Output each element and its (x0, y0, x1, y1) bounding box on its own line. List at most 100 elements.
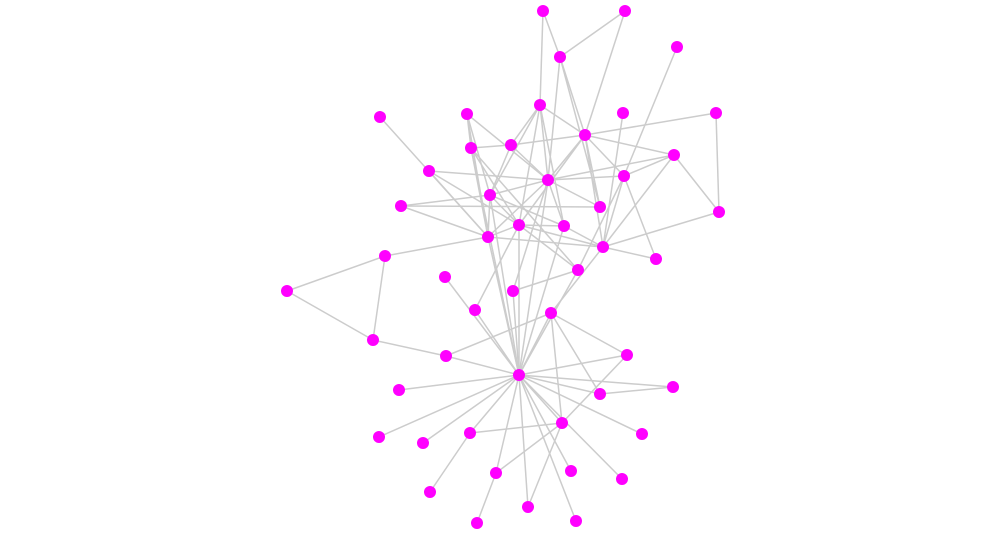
graph-edge (547, 56, 561, 181)
graph-edge (623, 175, 657, 260)
graph-edge (547, 154, 675, 181)
graph-node[interactable] (423, 165, 435, 177)
graph-edge (469, 374, 520, 434)
graph-node[interactable] (579, 129, 591, 141)
graph-node[interactable] (522, 501, 534, 513)
graph-edge (518, 374, 674, 388)
graph-node[interactable] (417, 437, 429, 449)
graph-edge (518, 374, 623, 480)
graph-edge (563, 225, 604, 248)
graph-edge (547, 179, 601, 208)
graph-node[interactable] (565, 465, 577, 477)
graph-node[interactable] (464, 427, 476, 439)
graph-edge (429, 432, 471, 493)
graph-node[interactable] (484, 189, 496, 201)
graph-node[interactable] (594, 201, 606, 213)
graph-edge (518, 374, 572, 472)
graph-node[interactable] (490, 467, 502, 479)
graph-edge (584, 134, 625, 177)
graph-node[interactable] (619, 5, 631, 17)
graph-edge (372, 339, 447, 357)
graph-edge (400, 205, 601, 208)
graph-edge (577, 175, 625, 271)
graph-node[interactable] (439, 271, 451, 283)
graph-node[interactable] (424, 486, 436, 498)
graph-edge (539, 104, 549, 181)
graph-edge (487, 179, 549, 238)
graph-node[interactable] (554, 51, 566, 63)
graph-node[interactable] (545, 307, 557, 319)
graph-node[interactable] (650, 253, 662, 265)
graph-node[interactable] (671, 41, 683, 53)
graph-node[interactable] (513, 219, 525, 231)
graph-node[interactable] (542, 174, 554, 186)
graph-node[interactable] (556, 417, 568, 429)
nodes-layer (281, 5, 725, 529)
graph-node[interactable] (616, 473, 628, 485)
graph-edge (422, 374, 520, 444)
graph-node[interactable] (594, 388, 606, 400)
graph-node[interactable] (482, 231, 494, 243)
graph-edge (599, 386, 674, 395)
graph-edge (539, 10, 544, 106)
graph-node[interactable] (395, 200, 407, 212)
graph-edge (518, 269, 579, 376)
graph-edge (286, 255, 386, 292)
graph-node[interactable] (374, 111, 386, 123)
graph-node[interactable] (713, 206, 725, 218)
graph-edge (584, 134, 604, 248)
graph-node[interactable] (558, 220, 570, 232)
graph-edge (559, 10, 626, 58)
graph-node[interactable] (281, 285, 293, 297)
graph-node[interactable] (440, 350, 452, 362)
graph-edge (476, 472, 497, 524)
graph-edge (512, 269, 579, 292)
graph-node[interactable] (572, 264, 584, 276)
graph-node[interactable] (507, 285, 519, 297)
graph-node[interactable] (617, 107, 629, 119)
graph-edge (602, 154, 675, 248)
graph-node[interactable] (621, 349, 633, 361)
graph-edge (489, 194, 520, 376)
graph-node[interactable] (668, 149, 680, 161)
graph-edge (428, 170, 520, 226)
graph-edge (602, 211, 720, 248)
graph-node[interactable] (465, 142, 477, 154)
graph-node[interactable] (393, 384, 405, 396)
graph-node[interactable] (570, 515, 582, 527)
graph-edge (428, 170, 489, 238)
graph-edge (584, 112, 717, 136)
graph-node[interactable] (471, 517, 483, 529)
graph-edge (489, 194, 520, 226)
graph-edge (495, 422, 563, 474)
graph-edge (539, 104, 586, 136)
graph-edge (445, 355, 520, 376)
graph-edge (623, 46, 678, 177)
graph-node[interactable] (597, 241, 609, 253)
graph-node[interactable] (505, 139, 517, 151)
graph-edge (286, 290, 374, 341)
graph-node[interactable] (379, 250, 391, 262)
graph-edge (673, 154, 720, 213)
graph-node[interactable] (667, 381, 679, 393)
graph-node[interactable] (469, 304, 481, 316)
graph-edge (518, 374, 601, 395)
graph-edge (602, 246, 657, 260)
graph-node[interactable] (636, 428, 648, 440)
graph-node[interactable] (537, 5, 549, 17)
graph-edge (400, 194, 491, 207)
graph-node[interactable] (513, 369, 525, 381)
graph-node[interactable] (461, 108, 473, 120)
graph-node[interactable] (373, 431, 385, 443)
graph-edge (623, 154, 675, 177)
graph-edge (470, 147, 520, 376)
graph-edge (372, 255, 386, 341)
graph-node[interactable] (534, 99, 546, 111)
graph-node[interactable] (367, 334, 379, 346)
graph-node[interactable] (710, 107, 722, 119)
graph-node[interactable] (618, 170, 630, 182)
graph-edge (518, 179, 549, 376)
graph-edge (510, 134, 586, 146)
graph-edge (518, 224, 579, 271)
graph-edge (384, 236, 489, 257)
